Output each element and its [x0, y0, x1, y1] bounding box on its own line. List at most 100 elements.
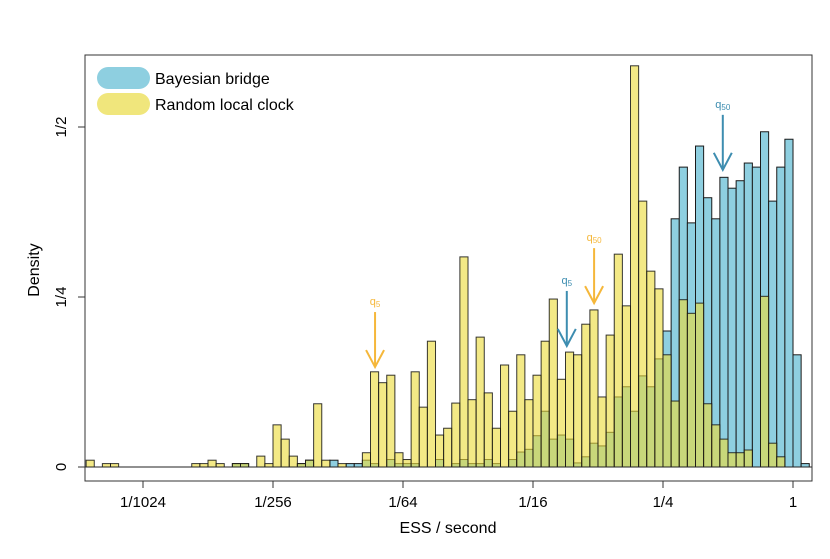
random-local-clock-bar [475, 336, 485, 468]
bayesian-bridge-bar [768, 200, 778, 468]
bayesian-bridge-bar [353, 463, 363, 468]
random-local-clock-bar [240, 463, 250, 468]
random-local-clock-bar [597, 396, 607, 468]
random-local-clock-bar [662, 354, 672, 468]
y-axis: 0 1/4 1/2 [53, 117, 85, 471]
bayesian-bridge-bar [329, 459, 339, 468]
quantile-label: q5 [562, 275, 573, 288]
random-local-clock-bar [321, 459, 331, 468]
random-local-clock-bar [727, 452, 737, 468]
legend-swatch-icon [97, 67, 150, 89]
random-local-clock-bar [191, 463, 201, 468]
random-local-clock-bar [110, 463, 120, 468]
y-tick-label: 0 [53, 463, 70, 471]
random-local-clock-bar [532, 374, 542, 468]
random-local-clock-bar [581, 323, 591, 468]
random-local-clock-bar [735, 452, 745, 468]
random-local-clock-bar [361, 452, 372, 468]
random-local-clock-bar [256, 455, 266, 468]
random-local-clock-bar [556, 378, 567, 468]
random-local-clock-bar [524, 399, 534, 468]
x-tick-label: 1 [789, 494, 797, 511]
random-local-clock-bar [573, 354, 583, 468]
random-local-clock-bars [85, 65, 812, 468]
random-local-clock-bar [483, 392, 493, 468]
random-local-clock-bar [768, 442, 778, 468]
random-local-clock-bar [231, 463, 242, 468]
x-axis: 1/1024 1/256 1/64 1/16 1/4 1 [120, 481, 797, 511]
quantile-annotations: q5 q50 q5 q50 [365, 99, 733, 370]
arrow-head-icon [584, 285, 604, 306]
bayesian-bridge-bar [727, 187, 737, 468]
bayesian-bridge-bar [743, 162, 753, 468]
random-local-clock-bar [296, 463, 307, 468]
x-tick-label: 1/4 [653, 494, 674, 511]
random-local-clock-bar [646, 270, 656, 468]
bayesian-bridge-bar [719, 176, 729, 468]
quantile-label: q50 [587, 232, 603, 245]
random-local-clock-bar [621, 305, 632, 468]
random-local-clock-bar [418, 406, 428, 468]
random-local-clock-bar [288, 455, 298, 468]
random-local-clock-bar [695, 302, 705, 468]
x-tick-label: 1/16 [518, 494, 547, 511]
random-local-clock-bar [776, 456, 786, 468]
x-tick-label: 1/64 [388, 494, 417, 511]
quantile-label: q5 [370, 296, 381, 309]
random-local-clock-bar [443, 427, 453, 468]
x-tick-label: 1/1024 [120, 494, 166, 511]
bayesian-bridge-bar [792, 354, 802, 468]
random-local-clock-bar [305, 459, 315, 468]
random-local-clock-bar [703, 403, 713, 468]
plot-frame [84, 54, 813, 482]
random-local-clock-bar [678, 299, 688, 468]
random-local-clock-bar [337, 463, 347, 468]
random-local-clock-bar [540, 340, 550, 468]
quantile-label: q50 [715, 99, 731, 112]
random-local-clock-bar [207, 459, 217, 468]
random-local-clock-bar [743, 449, 753, 468]
random-local-clock-bar [386, 374, 396, 468]
bayesian-bridge-bar [735, 180, 745, 468]
random-local-clock-bar [459, 256, 469, 468]
random-local-clock-bar [101, 463, 112, 468]
random-local-clock-bar [605, 334, 615, 468]
random-local-clock-bar [426, 340, 437, 468]
random-local-clock-bar [548, 298, 558, 468]
random-local-clock-bar [654, 288, 664, 468]
random-local-clock-bar [760, 295, 770, 468]
random-local-clock-bar [670, 400, 680, 468]
random-local-clock-bar [313, 403, 323, 468]
random-local-clock-bar [630, 65, 640, 468]
random-local-clock-bar [516, 354, 526, 468]
x-tick-label: 1/256 [254, 494, 292, 511]
random-local-clock-bar [508, 410, 518, 468]
random-local-clock-bar [491, 427, 502, 468]
bayesian-bridge-bar [776, 166, 786, 468]
random-local-clock-bar [613, 253, 623, 468]
random-local-clock-bar [410, 371, 420, 468]
y-tick-label: 1/4 [53, 287, 70, 308]
bayesian-bridge-bar [800, 463, 810, 468]
legend-swatch-icon [97, 93, 150, 115]
random-local-clock-bar [85, 459, 95, 468]
bayesian-bridge-bar [345, 463, 355, 468]
random-local-clock-bar [638, 200, 648, 468]
random-local-clock-bar [500, 364, 510, 468]
random-local-clock-bar [686, 312, 697, 468]
legend: Bayesian bridge Random local clock [97, 67, 295, 115]
random-local-clock-bar [589, 309, 599, 468]
random-local-clock-bar [199, 463, 209, 468]
random-local-clock-bar [435, 434, 445, 468]
random-local-clock-bar [711, 424, 721, 468]
arrow-head-icon [556, 328, 577, 349]
random-local-clock-bar [272, 424, 282, 468]
y-tick-label: 1/2 [53, 117, 70, 138]
x-axis-label: ESS / second [400, 520, 497, 537]
random-local-clock-bar [370, 371, 380, 468]
random-local-clock-bar [378, 382, 388, 468]
arrow-head-icon [712, 152, 733, 172]
y-axis-label: Density [26, 243, 43, 296]
random-local-clock-bar [264, 463, 274, 468]
